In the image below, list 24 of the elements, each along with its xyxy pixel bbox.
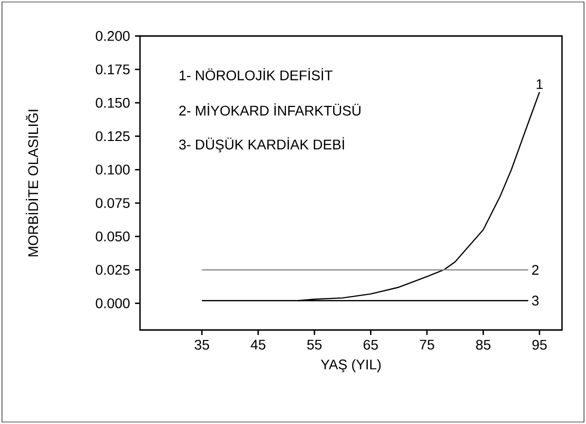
y-tick-label: 0.050: [96, 232, 130, 242]
y-tick-label: 0.075: [96, 198, 130, 208]
annotation: 1- NÖROLOJİK DEFİSİT: [180, 68, 333, 80]
x-axis-title: YAŞ (YIL): [320, 359, 381, 372]
x-tick-label: 85: [476, 340, 490, 350]
x-tick-label: 45: [250, 340, 266, 350]
x-tick-label: 75: [420, 340, 434, 350]
y-tick-label: 0.000: [96, 298, 130, 308]
y-tick-label: 0.025: [96, 264, 130, 275]
x-tick-label: 65: [364, 340, 378, 350]
y-tick-label: 0.175: [96, 64, 130, 74]
annotation: 2- MİYOKARD İNFARKTÜSÜ: [179, 103, 360, 116]
series-label: 1: [536, 79, 543, 89]
x-tick-label: 35: [194, 340, 210, 350]
y-tick-label: 0.100: [96, 164, 130, 175]
y-tick-label: 0.150: [96, 98, 130, 108]
series-label: 3: [532, 296, 539, 306]
x-tick-label: 55: [307, 340, 322, 350]
y-tick-label: 0.125: [96, 131, 130, 142]
x-tick-label: 95: [532, 340, 547, 350]
series-label: 2: [532, 264, 538, 275]
y-axis-title: MORBİDİTE OLASILIĞI: [26, 110, 38, 256]
y-tick-label: 0.200: [96, 31, 130, 41]
annotation: 3- DÜŞÜK KARDİAK DEBİ: [179, 137, 344, 152]
